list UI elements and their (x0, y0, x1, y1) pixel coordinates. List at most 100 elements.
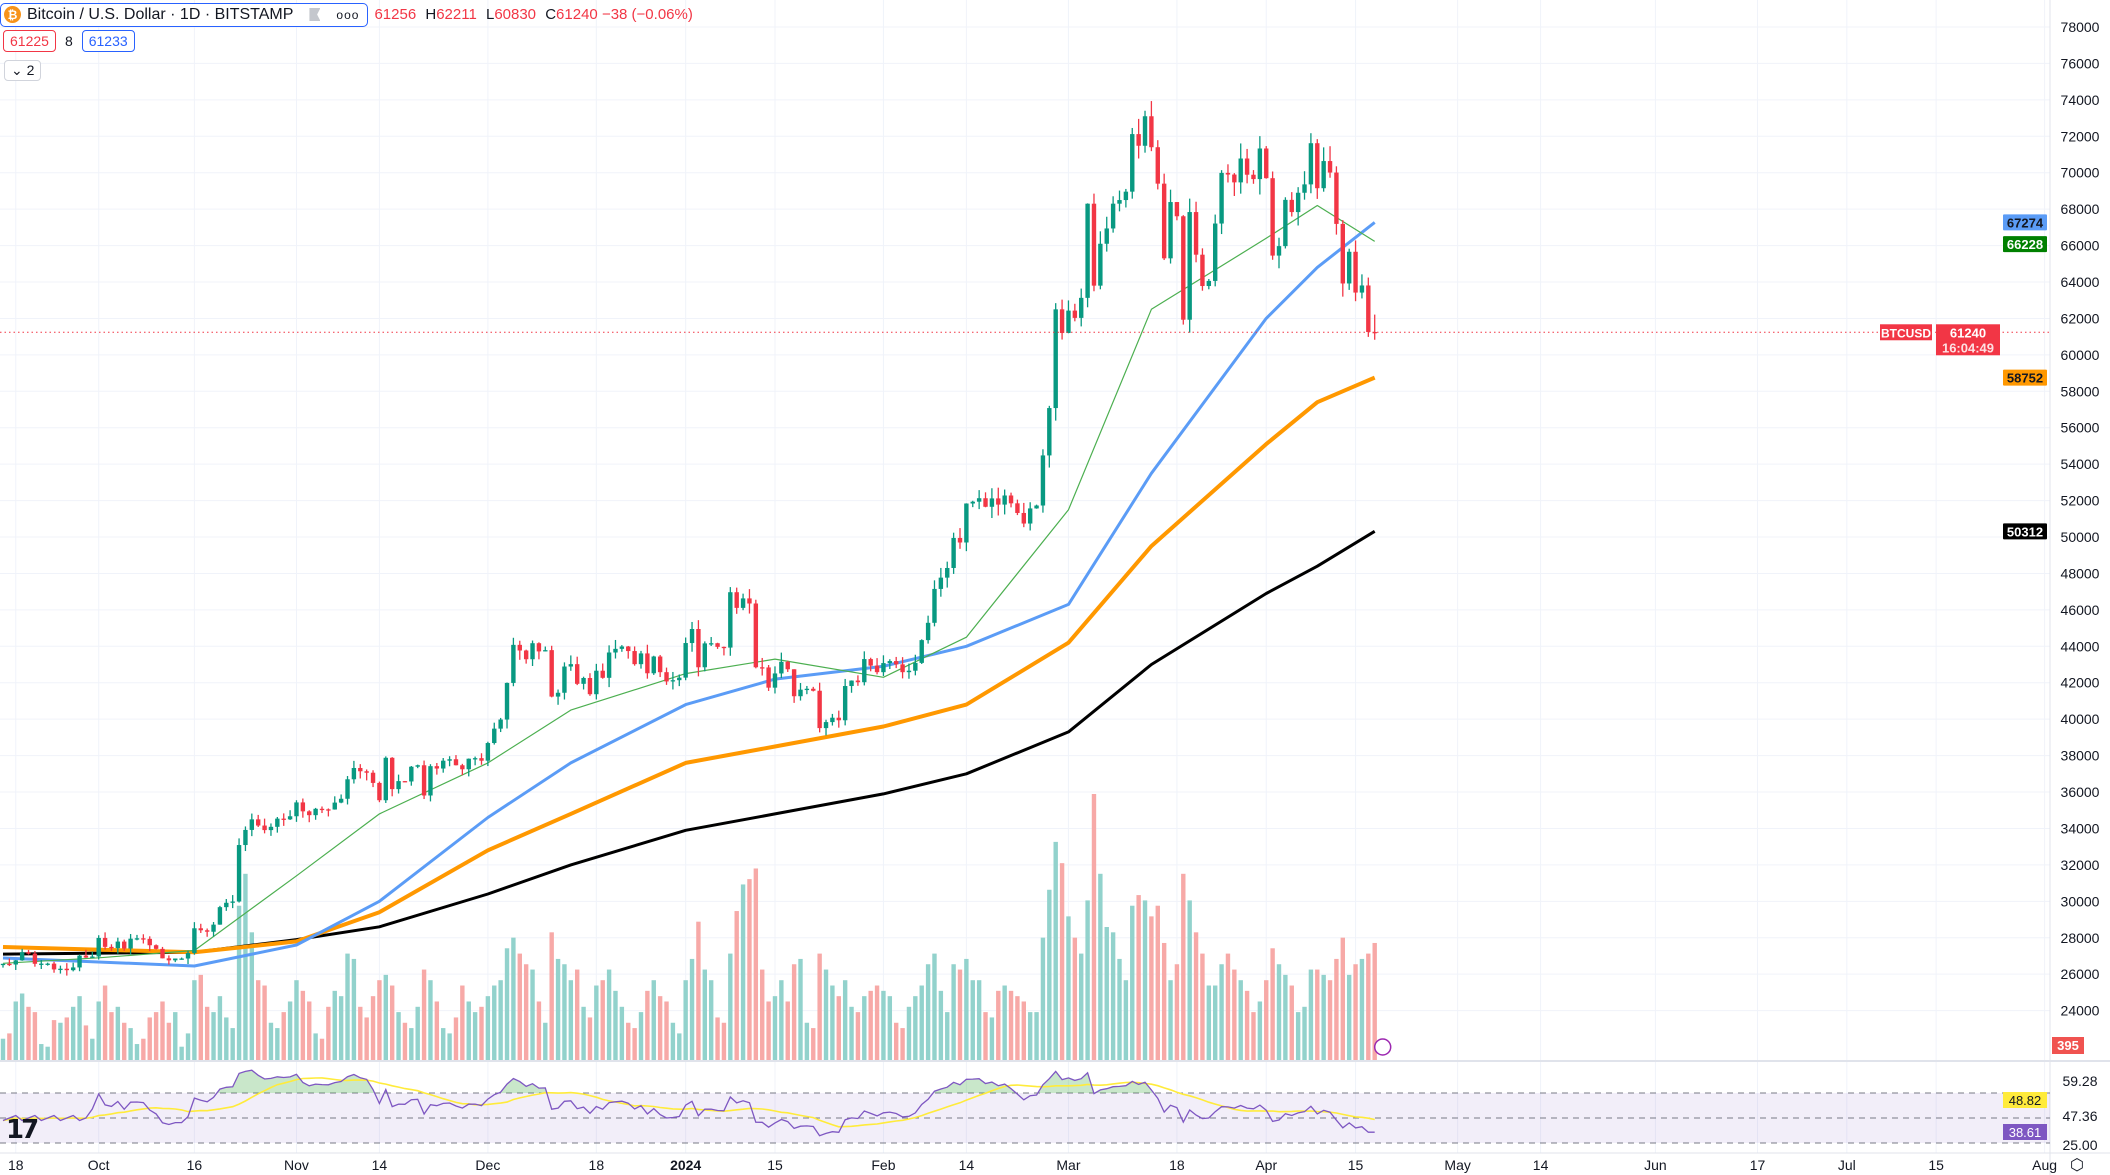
volume-bar (294, 980, 299, 1060)
time-axis-label: Dec (475, 1157, 500, 1173)
candle-body (638, 653, 644, 665)
candle (645, 644, 650, 679)
time-axis-label: 15 (767, 1157, 783, 1173)
settings-icon[interactable]: ⬡ (2070, 1157, 2084, 1174)
volume-bar (1213, 985, 1218, 1060)
volume-bar (7, 1033, 12, 1060)
candle-body (160, 948, 165, 959)
volume-bar (109, 1012, 114, 1060)
volume-bar (996, 990, 1001, 1060)
volume-bar (300, 990, 306, 1060)
candle (319, 806, 325, 814)
price-axis-label: 36000 (2061, 784, 2100, 800)
candle (504, 682, 510, 729)
candle (555, 689, 561, 705)
candle-body (1021, 512, 1026, 524)
volume-bar (402, 1022, 408, 1060)
candle-body (517, 644, 522, 651)
volume-bar (122, 1022, 127, 1060)
candle-body (96, 937, 101, 957)
candle-body (230, 901, 235, 903)
candle (1027, 502, 1033, 531)
candle (70, 962, 76, 972)
candle (849, 680, 854, 693)
volume-bar (1021, 1001, 1026, 1060)
candle-body (460, 765, 465, 770)
volume-bar (645, 990, 650, 1060)
candle-body (894, 661, 899, 665)
open-value: 61256 (374, 6, 417, 23)
rsi-axis-label: 59.28 (2062, 1073, 2097, 1089)
candle-body (836, 717, 841, 721)
candle-body (868, 659, 873, 666)
candle-body (747, 598, 752, 604)
candle (523, 649, 529, 664)
more-icon[interactable]: ooo (336, 7, 360, 22)
sell-button[interactable]: 61225 (3, 30, 56, 52)
volume-bar (504, 948, 510, 1060)
price-axis-label: 24000 (2061, 1003, 2100, 1019)
ma50-line (2, 221, 1376, 968)
volume-bar (855, 1012, 861, 1060)
high-key: H (425, 6, 437, 23)
ohlc-values: 61256 H62211 L60830 C61240 −38 (−0.06%) (374, 6, 692, 23)
candle (919, 639, 924, 664)
collapse-indicators-button[interactable]: ⌄ 2 (4, 60, 42, 81)
candle-body (1155, 147, 1160, 184)
low-key: L (485, 6, 495, 23)
volume-bar (243, 873, 248, 1060)
candle (1187, 198, 1192, 333)
volume-bar (345, 953, 350, 1060)
candle (447, 756, 452, 767)
candle-body (511, 644, 516, 683)
candle (708, 637, 714, 647)
volume-bar (415, 1006, 420, 1060)
ma200-price-tag: 50312 (2007, 524, 2043, 539)
candle (938, 567, 944, 597)
candle (734, 587, 739, 614)
tradingview-logo[interactable]: 17 (6, 1115, 39, 1145)
candle (115, 937, 121, 954)
volume-bar (919, 985, 924, 1060)
candle (1181, 215, 1186, 325)
candle (657, 654, 663, 678)
volume-bar (1327, 980, 1333, 1060)
volume-bar (498, 980, 503, 1060)
candle (338, 794, 344, 804)
candle (983, 492, 988, 508)
volume-bar (1372, 942, 1377, 1060)
candle-body (1053, 309, 1058, 409)
price-axis-label: 66000 (2061, 238, 2100, 254)
volume-bar (332, 990, 337, 1060)
volume-bar (1244, 990, 1250, 1060)
candle-body (109, 946, 114, 949)
candle (1136, 118, 1141, 159)
candle-body (721, 646, 727, 649)
volume-bar (1353, 964, 1358, 1060)
volume-bar (249, 932, 255, 1060)
candle (715, 642, 720, 649)
candle (1015, 499, 1020, 516)
volume-bar (913, 996, 918, 1060)
candle (1104, 216, 1109, 252)
ma100-price-tag: 58752 (2007, 371, 2043, 386)
candle-body (938, 577, 944, 589)
candle (402, 780, 408, 783)
candle (606, 645, 612, 688)
symbol-box[interactable]: ₿ Bitcoin / U.S. Dollar · 1D · BITSTAMP … (0, 2, 369, 27)
buy-button[interactable]: 61233 (81, 30, 135, 52)
candle (868, 657, 873, 672)
volume-bar (1136, 895, 1141, 1060)
candle-body (983, 498, 988, 507)
price-axis-label: 68000 (2061, 201, 2100, 217)
time-axis-label: 18 (589, 1157, 605, 1173)
candle (396, 774, 401, 794)
volume-bar (217, 996, 223, 1060)
candle-body (581, 678, 586, 684)
candle-body (1276, 246, 1282, 256)
candle (1315, 139, 1320, 199)
flag-icon[interactable] (309, 8, 321, 21)
candle-body (1193, 212, 1199, 255)
candle (804, 685, 810, 695)
